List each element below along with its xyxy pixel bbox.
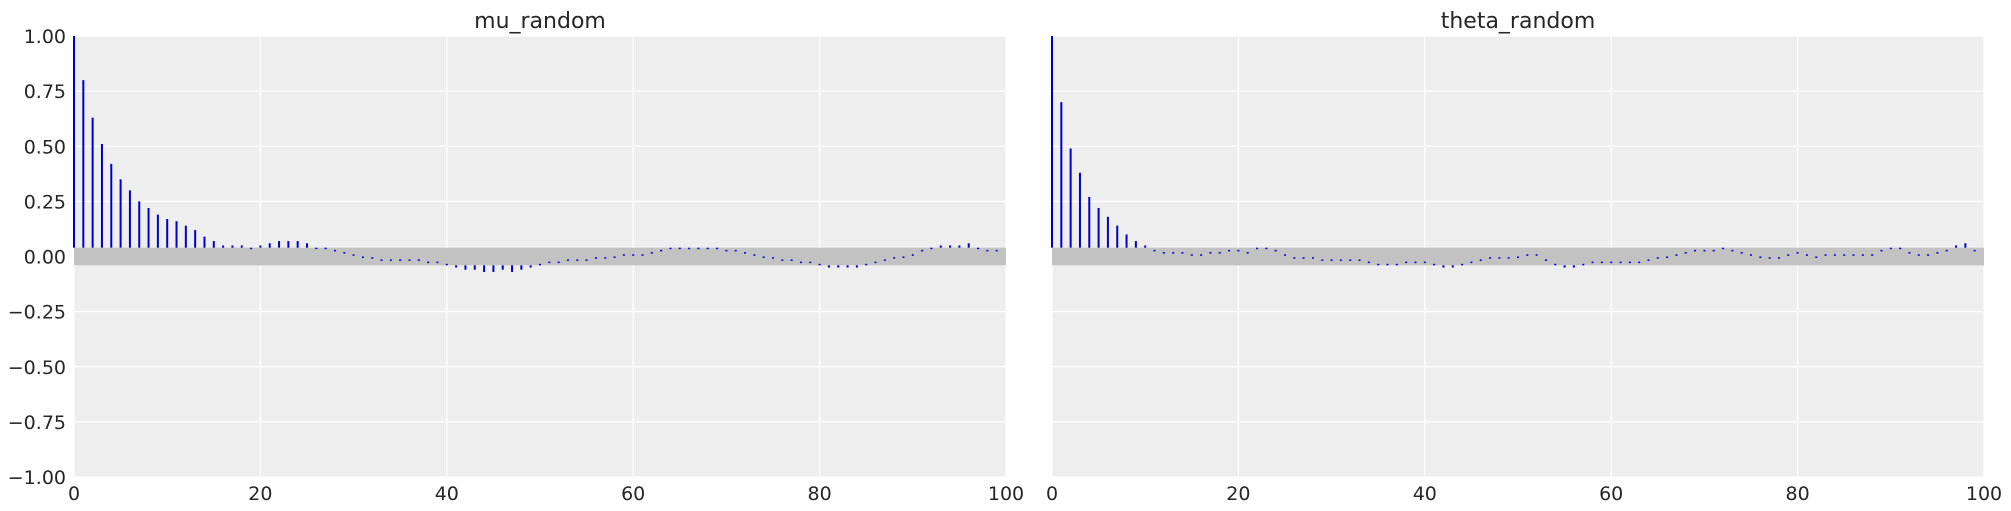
x-tick-label: 0 xyxy=(1046,483,1058,505)
y-tick-label: 0.50 xyxy=(24,136,66,158)
x-tick-label: 80 xyxy=(808,483,832,505)
y-tick-label: −0.75 xyxy=(8,412,66,434)
acf-bars xyxy=(1051,36,1976,268)
x-tick-label: 80 xyxy=(1786,483,1810,505)
confidence-band xyxy=(74,247,1006,266)
x-tick-label: 40 xyxy=(435,483,459,505)
y-tick-label: 0.00 xyxy=(24,247,66,269)
x-tick-label: 100 xyxy=(1966,483,2002,505)
y-tick-labels: 1.00 0.75 0.50 0.25 0.00 −0.25 −0.50 −0.75 −1.00 xyxy=(8,26,66,489)
x-tick-label: 60 xyxy=(1599,483,1623,505)
chart-panel-mu-random: 1.00 0.75 0.50 0.25 0.00 −0.25 −0.50 −0.75 −1.00… xyxy=(8,9,1024,505)
y-tick-label: −0.50 xyxy=(8,357,66,379)
x-tick-labels: 0 20 40 60 80 100 xyxy=(1046,483,2002,505)
chart-title: theta_random xyxy=(1441,9,1596,34)
y-tick-label: 1.00 xyxy=(24,26,66,48)
x-tick-label: 20 xyxy=(248,483,272,505)
x-tick-label: 20 xyxy=(1226,483,1250,505)
x-tick-labels: 0 20 40 60 80 100 xyxy=(68,483,1024,505)
chart-panel-theta-random: 0 20 40 60 80 100 theta_random xyxy=(1046,9,2002,505)
y-tick-label: −1.00 xyxy=(8,467,66,489)
y-tick-label: 0.75 xyxy=(24,81,66,103)
y-tick-label: −0.25 xyxy=(8,302,66,324)
x-tick-label: 40 xyxy=(1413,483,1437,505)
x-tick-label: 100 xyxy=(988,483,1024,505)
y-tick-label: 0.25 xyxy=(24,191,66,213)
chart-title: mu_random xyxy=(474,9,606,34)
x-tick-label: 0 xyxy=(68,483,80,505)
x-tick-label: 60 xyxy=(621,483,645,505)
acf-bars xyxy=(73,36,998,272)
